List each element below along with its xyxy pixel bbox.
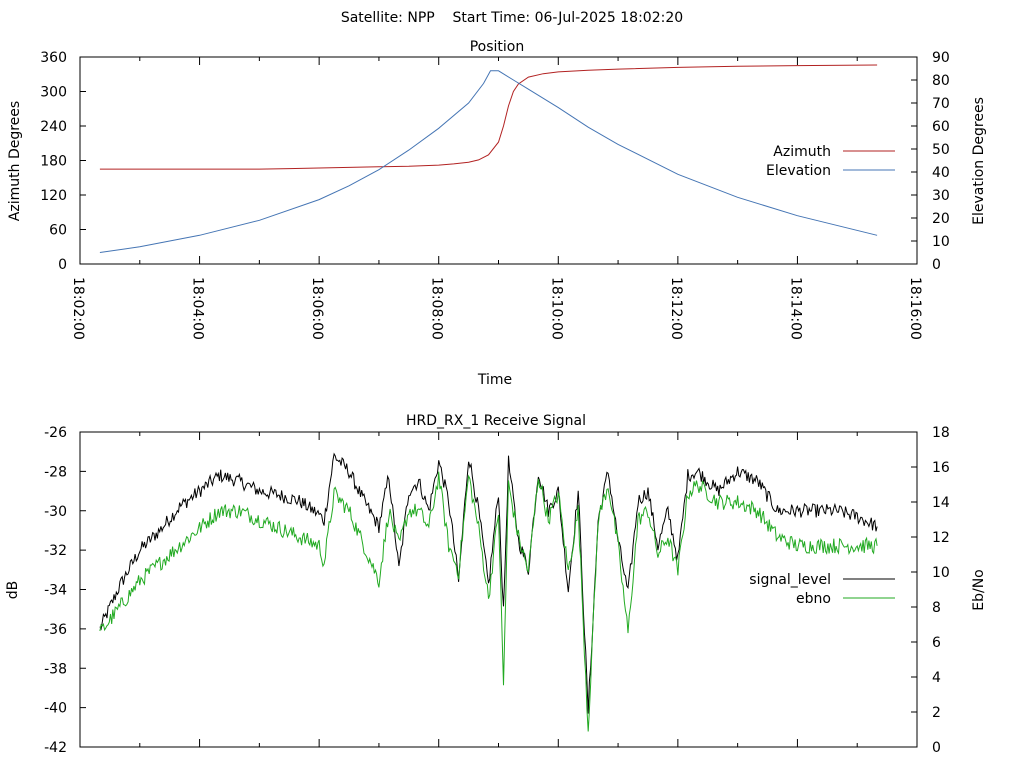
y-tick-label: -34	[44, 583, 67, 599]
series-line-ebno	[99, 471, 878, 732]
y2-tick-label: 10	[932, 234, 950, 250]
y-tick-label: -36	[44, 622, 67, 638]
y2-tick-label: 6	[932, 635, 941, 651]
series-line-elevation	[99, 70, 878, 253]
x-tick-label: 18:08:00	[429, 277, 445, 340]
position-x-axis-label: Time	[477, 372, 512, 388]
y2-tick-label: 0	[932, 740, 941, 756]
legend-label-elevation: Elevation	[766, 163, 831, 179]
y2-tick-label: 30	[932, 188, 950, 204]
position-y2-axis: 0 10 20 30 40 50 60 70 80 90	[911, 50, 950, 273]
y-tick-label: 0	[58, 257, 67, 273]
receive-signal-y2-axis-label: Eb/No	[971, 569, 987, 611]
position-plot-frame	[79, 56, 918, 265]
y2-tick-label: 10	[932, 565, 950, 581]
y2-tick-label: 0	[932, 257, 941, 273]
receive-signal-y-axis: -26 -28 -30 -32 -34 -36 -38 -40 -42	[44, 425, 86, 756]
y-tick-label: -26	[44, 425, 67, 441]
position-x-axis: 18:02:00 18:04:00 18:06:00 18:08:00 18:10:00…	[70, 57, 923, 340]
y2-tick-label: 20	[932, 211, 950, 227]
receive-signal-series-group	[99, 452, 878, 732]
receive-signal-y2-axis: 0 2 4 6 8 10 12 14 16 18	[911, 425, 950, 756]
y-tick-label: -28	[44, 464, 67, 480]
figure-title: Satellite: NPP Start Time: 06-Jul-2025 1…	[341, 10, 683, 26]
x-tick-label: 18:10:00	[548, 277, 564, 340]
receive-signal-x-ticks	[79, 432, 918, 747]
series-line-signal-level	[99, 452, 878, 714]
position-chart-title: Position	[470, 39, 525, 55]
legend-label-signal-level: signal_level	[749, 572, 831, 588]
position-y2-axis-label: Elevation Degrees	[971, 97, 987, 225]
receive-signal-legend: signal_level ebno	[749, 572, 895, 607]
x-tick-label: 18:04:00	[190, 277, 206, 340]
y2-tick-label: 16	[932, 460, 950, 476]
legend-label-azimuth: Azimuth	[773, 144, 831, 160]
y2-tick-label: 90	[932, 50, 950, 66]
x-tick-label: 18:06:00	[309, 277, 325, 340]
y-tick-label: 120	[40, 188, 67, 204]
receive-signal-chart: HRD_RX_1 Receive Signal -26-28-30-32-34-…	[5, 413, 987, 756]
x-tick-label: 18:16:00	[907, 277, 923, 340]
y2-tick-label: 80	[932, 73, 950, 89]
y2-tick-label: 8	[932, 600, 941, 616]
y-tick-label: 360	[40, 50, 67, 66]
position-chart: Position 0 60 120 180 240 300 360 0 10 20 30 40 50 6…	[7, 39, 987, 388]
y2-tick-label: 70	[932, 96, 950, 112]
y2-tick-label: 2	[932, 705, 941, 721]
y2-tick-label: 18	[932, 425, 950, 441]
y-tick-label: 60	[49, 223, 67, 239]
position-y-axis: 0 60 120 180 240 300 360	[40, 50, 86, 273]
y-tick-label: -42	[44, 740, 67, 756]
position-series-group	[99, 64, 878, 253]
receive-signal-y-axis-label: dB	[5, 581, 21, 600]
y-tick-label: -30	[44, 504, 67, 520]
y-tick-label: -38	[44, 661, 67, 677]
y2-tick-label: 12	[932, 530, 950, 546]
x-tick-label: 18:14:00	[787, 277, 803, 340]
position-y-axis-label: Azimuth Degrees	[7, 101, 23, 221]
y2-tick-label: 50	[932, 142, 950, 158]
y-tick-label: 300	[40, 85, 67, 101]
receive-signal-chart-title: HRD_RX_1 Receive Signal	[406, 413, 586, 429]
y2-tick-label: 14	[932, 495, 950, 511]
y2-tick-label: 60	[932, 119, 950, 135]
series-line-azimuth	[99, 64, 878, 170]
x-tick-label: 18:12:00	[668, 277, 684, 340]
position-legend: Azimuth Elevation	[766, 144, 895, 179]
y-tick-label: -40	[44, 701, 67, 717]
y2-tick-label: 40	[932, 165, 950, 181]
y-tick-label: 180	[40, 154, 67, 170]
x-tick-label: 18:02:00	[70, 277, 86, 340]
receive-signal-plot-frame	[79, 431, 918, 748]
legend-label-ebno: ebno	[796, 591, 831, 607]
y2-tick-label: 4	[932, 670, 941, 686]
y-tick-label: 240	[40, 119, 67, 135]
y-tick-label: -32	[44, 543, 67, 559]
